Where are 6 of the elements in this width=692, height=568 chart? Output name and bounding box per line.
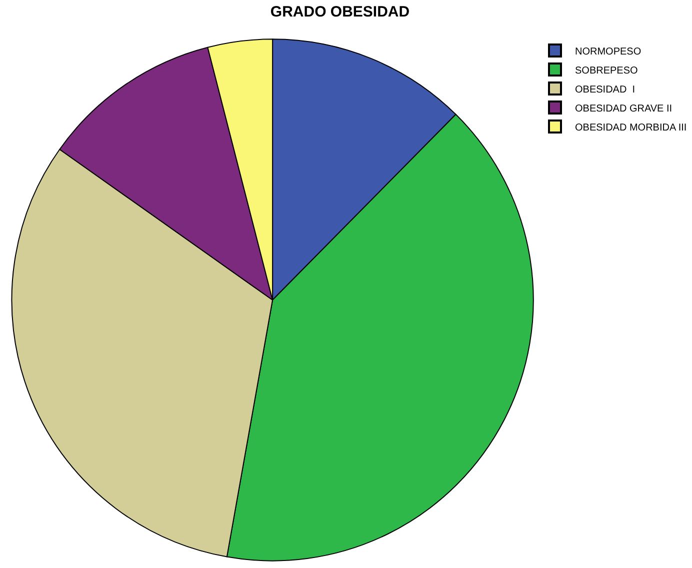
legend-label: NORMOPESO [575, 46, 642, 58]
legend-label: OBESIDAD I [575, 84, 636, 96]
legend-label: OBESIDAD MORBIDA III [575, 122, 687, 134]
legend-label: SOBREPESO [575, 65, 638, 76]
legend-label: OBESIDAD GRAVE II [575, 103, 672, 114]
chart-title: GRADO OBESIDAD [270, 4, 410, 20]
